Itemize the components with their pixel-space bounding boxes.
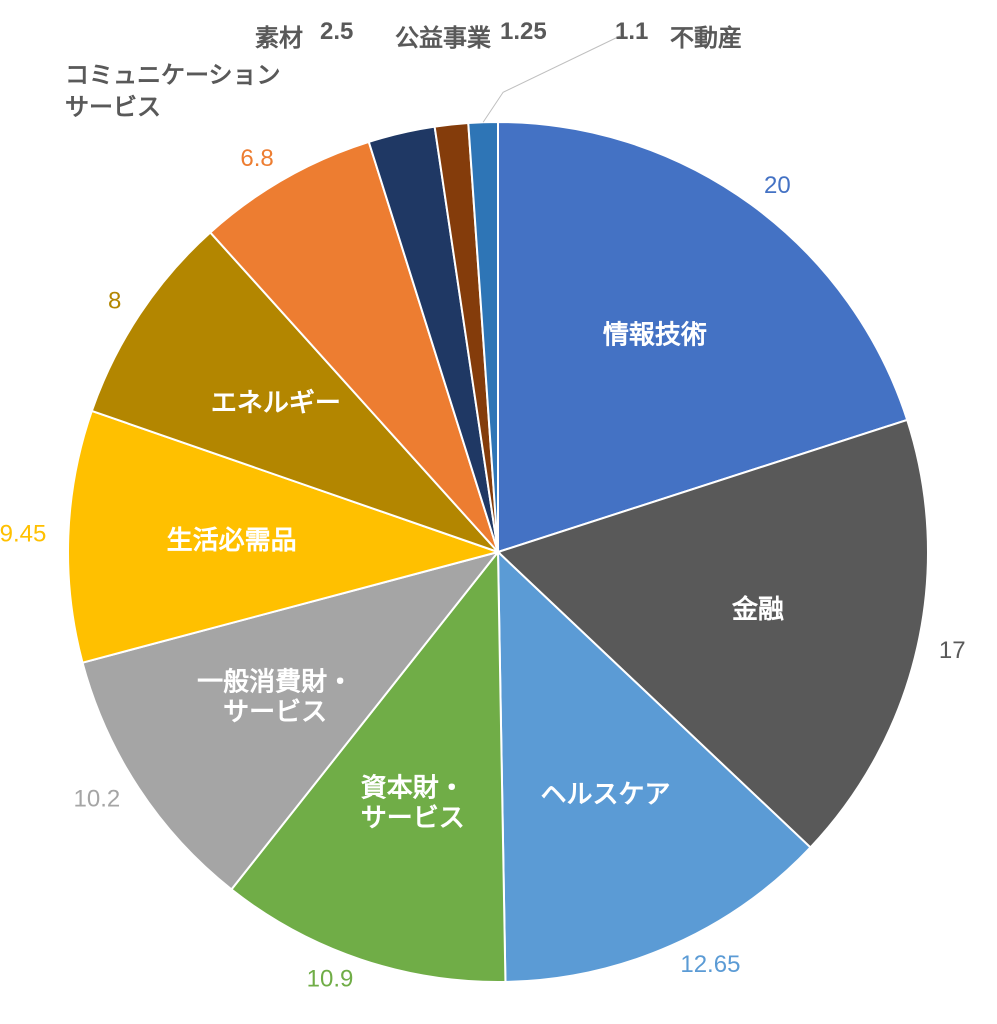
top-sector-label: 素材 [255, 18, 303, 53]
slice-value-label: 20 [764, 172, 791, 199]
comm-services-label: コミュニケーション サービス [65, 60, 281, 125]
slice-value-label: 12.65 [680, 951, 740, 978]
slice-category-label: 金融 [731, 594, 784, 624]
top-sector-label: 公益事業 [395, 18, 491, 53]
slice-value-label: 10.9 [307, 966, 354, 993]
slice-category-label: 資本財・サービス [361, 772, 465, 832]
slice-category-label: 情報技術 [603, 319, 707, 349]
top-sector-label: 1.1 [615, 18, 648, 46]
slice-value-label: 17 [939, 637, 966, 664]
top-sector-label: 不動産 [670, 18, 742, 53]
slice-value-label: 9.45 [0, 521, 46, 548]
slice-value-label: 8 [108, 287, 121, 314]
top-sector-label: 1.25 [500, 18, 547, 46]
slice-value-label: 10.2 [74, 786, 121, 813]
slice-value-label: 6.8 [240, 145, 273, 172]
slice-category-label: 生活必需品 [167, 525, 297, 555]
slice-category-label: ヘルスケア [541, 779, 671, 809]
slice-category-label: エネルギー [211, 387, 341, 417]
top-sector-label: 2.5 [320, 18, 353, 46]
pie-chart-container: 情報技術金融ヘルスケア資本財・サービス一般消費財・サービス生活必需品エネルギー2… [0, 0, 997, 1024]
pie-chart: 情報技術金融ヘルスケア資本財・サービス一般消費財・サービス生活必需品エネルギー2… [0, 0, 997, 1024]
